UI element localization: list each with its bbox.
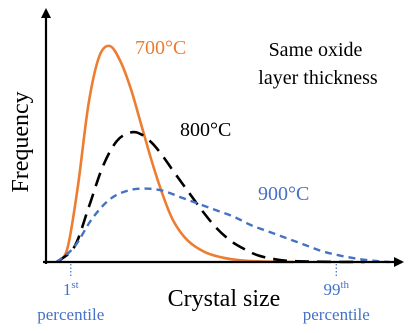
percentile-number: 1st [63,279,79,299]
percentile-word: percentile [303,305,370,324]
series-label-900c: 900°C [258,183,309,205]
series-line-800c [55,130,365,264]
series-layer [55,44,390,264]
percentile-markers: 1st percentile 99th percentile [37,264,370,324]
series-line-700c [55,44,294,264]
series-label-800c: 800°C [180,119,231,141]
y-axis-label: Frequency [8,91,34,192]
percentile-word: percentile [37,305,104,324]
series-line-900c [55,187,390,264]
series-label-700c: 700°C [135,37,186,59]
percentile-number: 99th [323,279,349,299]
x-axis-label: Crystal size [168,286,281,312]
chart-annotation: Same oxide layer thickness [258,39,378,89]
